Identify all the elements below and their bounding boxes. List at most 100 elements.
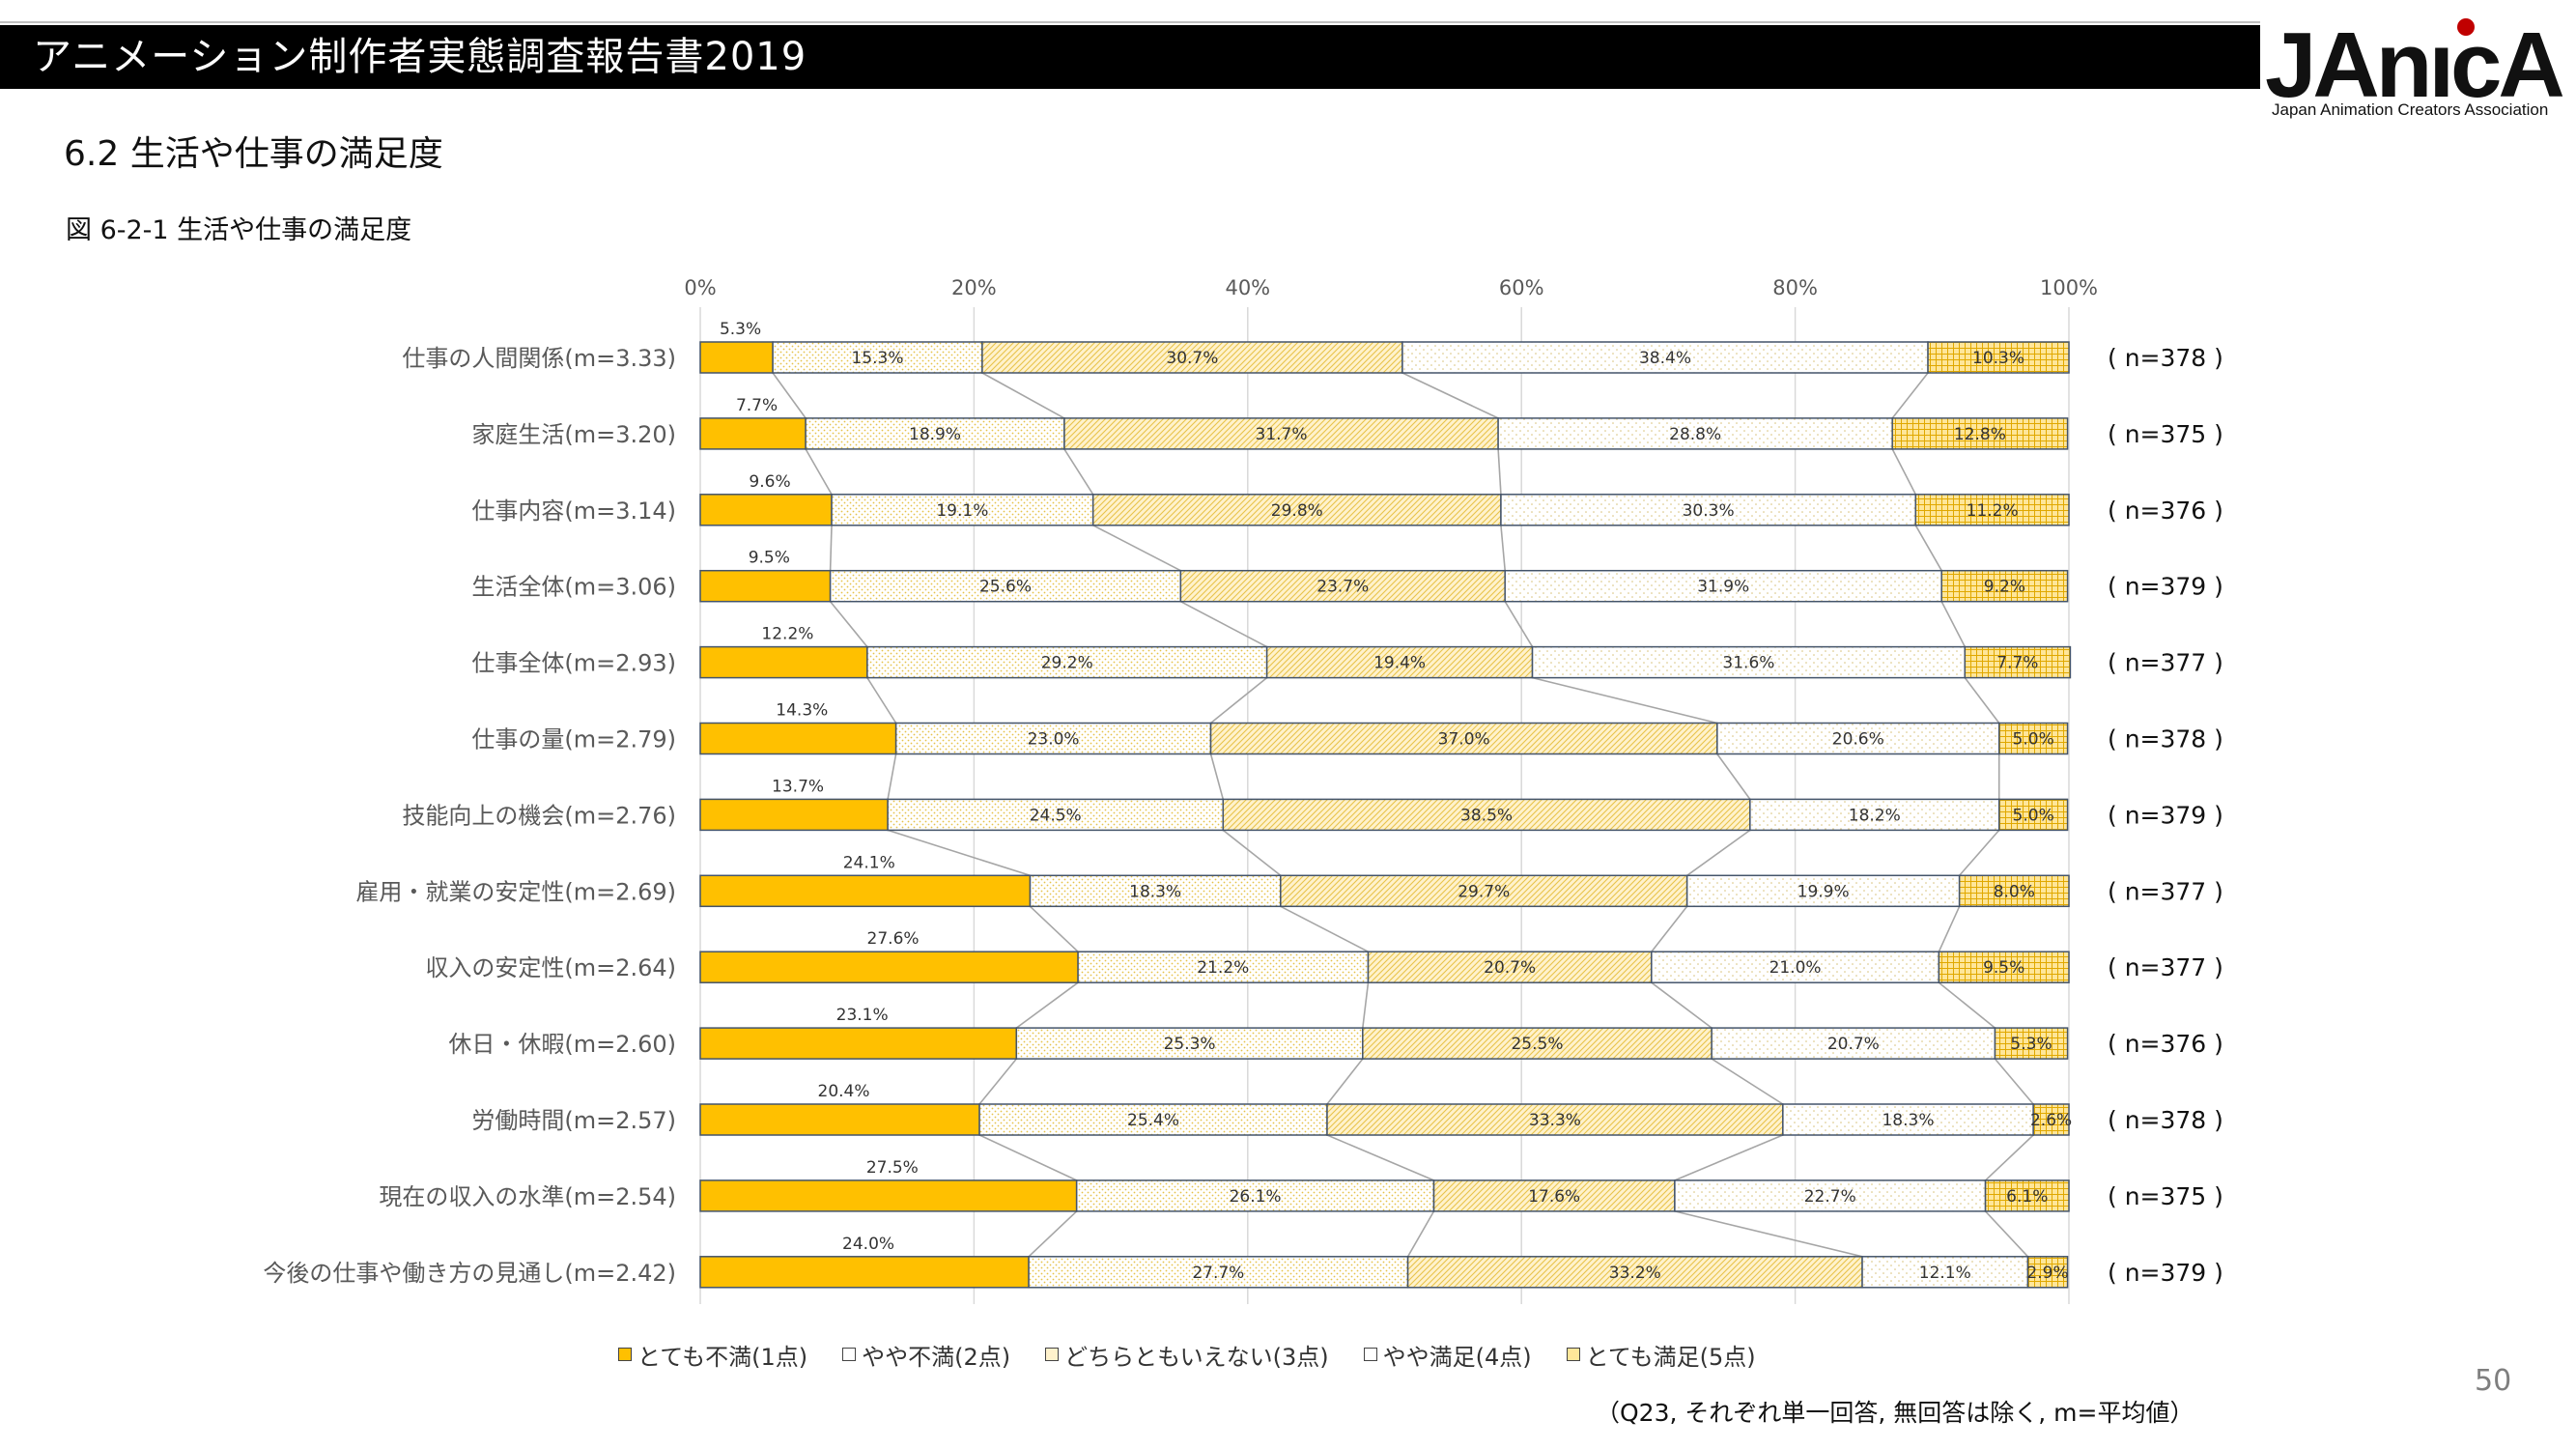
- bar-segment: [978, 1103, 1328, 1136]
- data-label: 33.3%: [1529, 1111, 1581, 1130]
- data-label: 25.6%: [979, 578, 1032, 597]
- series-connector: [1179, 600, 1268, 648]
- data-label: 9.2%: [1984, 578, 2025, 597]
- category-label: 労働時間(m=2.57): [471, 1107, 676, 1134]
- data-label: 29.2%: [1041, 654, 1093, 673]
- data-label: 10.3%: [1972, 349, 2024, 368]
- data-label: 31.7%: [1256, 425, 1308, 444]
- series-connector: [1532, 676, 1718, 724]
- data-label: 9.6%: [749, 472, 790, 492]
- data-label: 15.3%: [851, 349, 903, 368]
- data-label: 33.2%: [1609, 1264, 1661, 1283]
- legend-label: どちらともいえない(3点): [1064, 1343, 1329, 1371]
- bar-segment: [1222, 798, 1751, 832]
- data-label: 19.4%: [1373, 654, 1426, 673]
- series-connector: [887, 753, 897, 800]
- bar-segment: [1091, 494, 1502, 526]
- legend-item: どちらともいえない(3点): [1045, 1338, 1329, 1372]
- data-label: 18.3%: [1882, 1111, 1934, 1130]
- bar-segment: [829, 569, 1182, 603]
- bar-segment: [1326, 1103, 1784, 1136]
- x-tick-label: 40%: [1225, 276, 1270, 299]
- series-connector: [1401, 372, 1499, 419]
- series-connector: [1940, 601, 1967, 647]
- bar-segment: [699, 951, 1079, 983]
- report-title: アニメーション制作者実態調査報告書2019: [33, 35, 807, 79]
- series-connector: [1092, 525, 1181, 572]
- bar-segment: [1984, 1179, 2070, 1212]
- legend-item: やや満足(4点): [1363, 1338, 1532, 1372]
- bar-segment: [699, 874, 1032, 908]
- bar-segment: [1938, 951, 2070, 983]
- legend-label: とても不満(1点): [637, 1343, 808, 1371]
- legend-swatch: [618, 1348, 632, 1361]
- bar-segment: [1075, 1179, 1435, 1212]
- bar-segment: [699, 1256, 1030, 1289]
- data-label: 31.9%: [1697, 578, 1749, 597]
- series-connector: [829, 525, 833, 571]
- chart-footnote: （Q23, それぞれ単一回答, 無回答は除く, m=平均値）: [1596, 1399, 2194, 1427]
- legend-swatch: [842, 1348, 857, 1361]
- bar-segment: [1685, 874, 1961, 908]
- legend-item: とても満足(5点): [1566, 1338, 1756, 1372]
- data-label: 20.6%: [1832, 730, 1884, 750]
- series-connector: [1711, 1058, 1784, 1105]
- series-connector: [978, 1134, 1078, 1181]
- series-connector: [1985, 1134, 2034, 1181]
- data-label: 25.5%: [1511, 1035, 1563, 1054]
- series-connector: [1063, 448, 1094, 496]
- category-label: 雇用・就業の安定性(m=2.69): [355, 878, 676, 905]
- series-connector: [1497, 448, 1502, 495]
- data-label: 23.1%: [836, 1006, 889, 1025]
- data-label: 27.6%: [867, 929, 920, 949]
- sample-size-label: ( n=378 ): [2108, 344, 2223, 372]
- bar-segment: [1861, 1256, 2029, 1289]
- header-band: [0, 25, 2260, 89]
- series-connector: [1029, 905, 1079, 952]
- series-connector: [1674, 1210, 1863, 1258]
- bar-segment: [1651, 951, 1940, 983]
- data-label: 11.2%: [1967, 501, 2019, 521]
- series-connector: [1326, 1134, 1434, 1181]
- data-label: 6.1%: [2006, 1187, 2048, 1207]
- header-rule: [0, 21, 2260, 23]
- series-connector: [887, 829, 1031, 877]
- data-label: 24.0%: [842, 1235, 894, 1254]
- bar-segment: [1209, 722, 1718, 755]
- series-connector: [1716, 753, 1751, 800]
- data-label: 18.2%: [1849, 806, 1901, 825]
- bar-segment: [699, 722, 897, 755]
- data-label: 28.8%: [1669, 425, 1721, 444]
- sample-size-label: ( n=379 ): [2108, 801, 2223, 829]
- x-tick-label: 80%: [1772, 276, 1818, 299]
- data-label: 24.1%: [843, 853, 895, 872]
- series-connector: [1222, 829, 1282, 876]
- data-label: 20.7%: [1484, 958, 1536, 978]
- bar-segment: [1077, 951, 1370, 983]
- data-label: 22.7%: [1804, 1187, 1856, 1207]
- series-connector: [1406, 1210, 1435, 1258]
- bar-segment: [699, 645, 868, 679]
- bar-segment: [699, 569, 832, 603]
- data-label: 25.4%: [1127, 1111, 1179, 1130]
- bar-segment: [699, 494, 833, 526]
- data-label: 21.0%: [1769, 958, 1822, 978]
- legend-label: やや不満(2点): [862, 1343, 1011, 1371]
- sample-size-label: ( n=377 ): [2108, 877, 2223, 905]
- category-label: 仕事内容(m=3.14): [471, 497, 676, 525]
- data-label: 27.7%: [1192, 1264, 1244, 1283]
- series-connector: [1686, 829, 1751, 876]
- data-label: 9.5%: [1983, 958, 2024, 978]
- bar-segment: [894, 722, 1212, 755]
- series-connector: [772, 372, 807, 419]
- bar-segment: [1964, 645, 2072, 679]
- data-label: 18.9%: [909, 425, 961, 444]
- sample-size-label: ( n=375 ): [2108, 420, 2223, 448]
- data-label: 30.3%: [1683, 501, 1735, 521]
- bar-segment: [2026, 1256, 2069, 1289]
- bar-segment: [1997, 722, 2069, 755]
- series-connector: [1326, 1058, 1364, 1105]
- x-tick-label: 100%: [2040, 276, 2098, 299]
- bar-segment: [1500, 494, 1917, 526]
- legend-swatch: [1566, 1348, 1580, 1361]
